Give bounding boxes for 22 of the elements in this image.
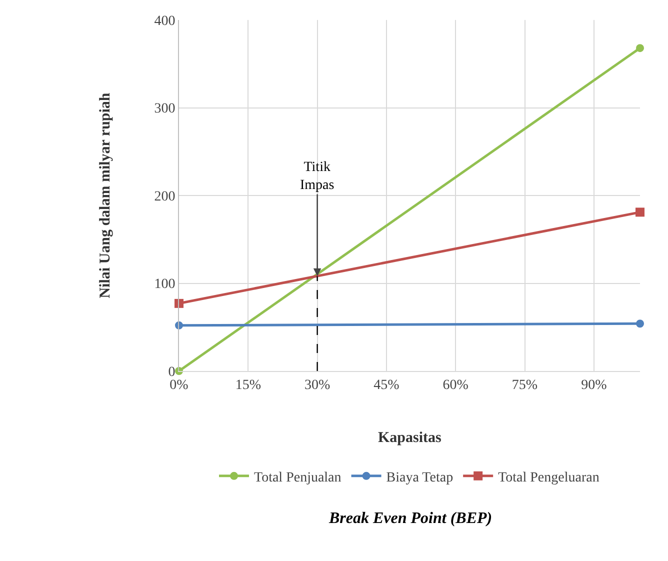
point — [636, 208, 644, 217]
y-tick-label: 0 — [168, 364, 176, 380]
x-tick-label: 60% — [442, 378, 469, 393]
point — [636, 320, 644, 328]
y-axis-title: Nilai Uang dalam milyar rupiah — [97, 92, 114, 298]
y-tick-label: 100 — [154, 277, 176, 292]
legend-label: Total Pengeluaran — [498, 470, 600, 486]
x-tick-label: 90% — [581, 378, 608, 393]
y-tick-label: 400 — [154, 14, 176, 29]
annotation: Titik Impas — [300, 160, 334, 194]
x-tick-label: 30% — [304, 378, 330, 393]
x-tick-label: 15% — [235, 378, 262, 393]
x-axis-title: Kapasitas — [378, 430, 442, 446]
y-tick-label: 300 — [154, 102, 176, 117]
x-tick-label: 75% — [512, 378, 538, 393]
x-tick-label: 0% — [170, 378, 189, 393]
y-tick-label: 200 — [154, 189, 176, 204]
x-tick-label: 45% — [374, 378, 400, 393]
text: Break Even Point (BEP) — [328, 510, 492, 527]
legend-label: Total Penjualan — [254, 470, 342, 486]
legend-label: Biaya Tetap — [386, 470, 454, 486]
point — [636, 44, 644, 52]
